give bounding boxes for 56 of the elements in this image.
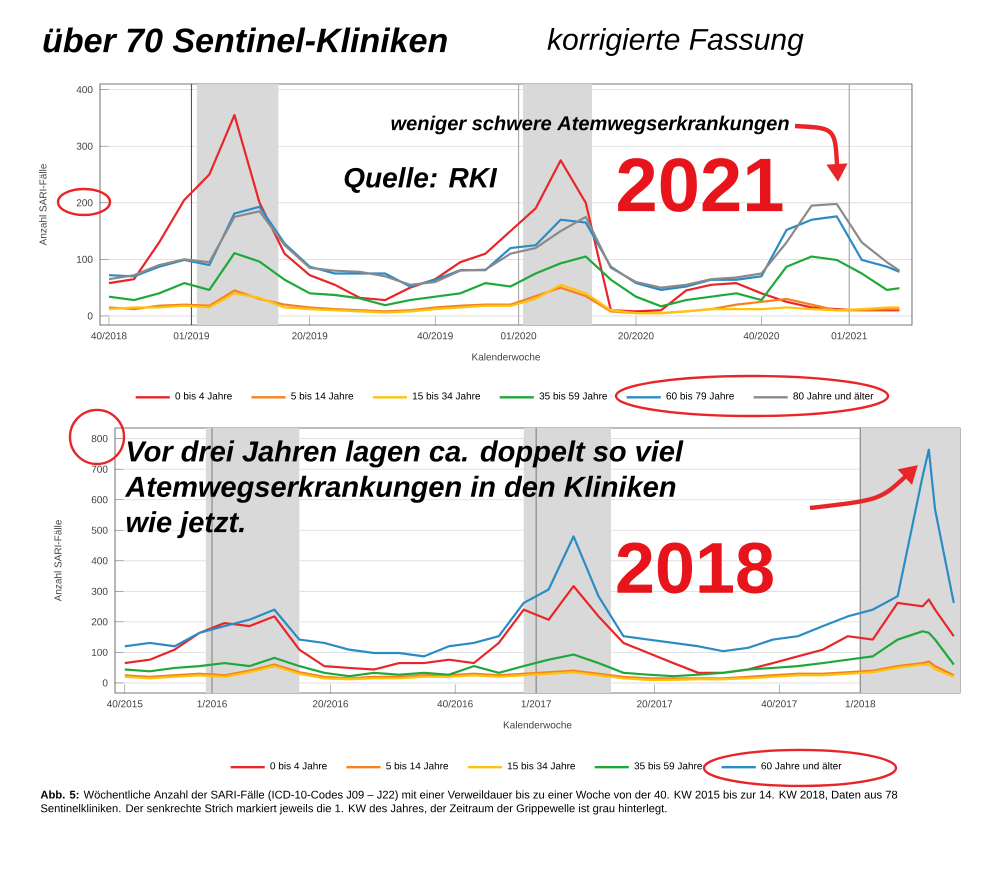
legend-label: 15 bis 34 Jahre — [508, 762, 576, 770]
legend-label: 35 bis 59 Jahre — [539, 392, 607, 400]
y-tick-label: 400 — [76, 86, 93, 94]
x-tick-label: 20/2019 — [292, 332, 328, 340]
y-tick-label: 800 — [92, 435, 108, 442]
legend-label: 5 bis 14 Jahre — [386, 762, 448, 770]
y-tick-label: 100 — [77, 256, 93, 263]
annotation: weniger schwere Atemwegserkrankungen — [392, 116, 789, 134]
chart-title: über 70 Sentinel-Kliniken — [43, 28, 447, 52]
x-axis-title: Kalenderwoche — [504, 721, 572, 728]
legend-label: 80 Jahre und älter — [793, 392, 874, 400]
x-tick-label: 01/2020 — [500, 332, 536, 340]
y-tick-label: 300 — [92, 588, 108, 595]
legend-label: 5 bis 14 Jahre — [291, 392, 354, 400]
line-series — [124, 663, 955, 681]
annotation: 2018 — [617, 542, 773, 594]
x-tick-label: 20/2020 — [618, 332, 654, 340]
x-axis-title: Kalenderwoche — [472, 353, 540, 360]
x-tick-label: 1/2016 — [198, 700, 227, 708]
x-tick-label: 40/2020 — [744, 332, 780, 340]
x-tick-label: 01/2019 — [174, 332, 210, 340]
legend-label: 0 bis 4 Jahre — [270, 762, 327, 770]
y-tick-label: 0 — [102, 679, 108, 686]
y-tick-label: 500 — [92, 526, 108, 534]
y-axis-title: Anzahl SARI-Fälle — [39, 164, 47, 246]
legend-label: 35 bis 59 Jahre — [634, 762, 702, 770]
x-tick-label: 40/2019 — [417, 332, 453, 340]
annotation: Vor drei Jahren lagen ca. doppelt so viel Atemwegserkrankungen in den Kliniken wie jetzt. — [124, 440, 684, 538]
line-series — [124, 630, 955, 678]
annotation: 2021 — [618, 158, 782, 212]
x-tick-label: 40/2017 — [761, 700, 797, 708]
y-tick-label: 200 — [76, 199, 93, 206]
y-tick-label: 100 — [92, 648, 108, 656]
x-tick-label: 40/2016 — [437, 700, 473, 708]
legend-label: 60 bis 79 Jahre — [666, 392, 734, 400]
y-tick-label: 300 — [76, 142, 93, 150]
x-tick-label: 40/2018 — [91, 332, 127, 340]
y-tick-label: 200 — [92, 618, 108, 626]
y-axis-title: Anzahl SARI-Fälle — [54, 520, 62, 602]
line-series — [108, 252, 901, 308]
y-tick-label: 700 — [92, 466, 108, 473]
y-tick-label: 600 — [92, 496, 108, 504]
x-tick-label: 1/2018 — [846, 700, 876, 708]
x-tick-label: 20/2017 — [637, 700, 672, 708]
x-tick-label: 20/2016 — [312, 700, 348, 708]
y-tick-label: 400 — [91, 557, 108, 564]
y-tick-label: 0 — [88, 312, 93, 320]
legend-label: 0 bis 4 Jahre — [175, 392, 232, 400]
x-tick-label: 01/2021 — [832, 332, 867, 340]
chart-subtitle: korrigierte Fassung — [548, 28, 804, 56]
legend-label: 60 Jahre und älter — [761, 762, 842, 770]
annotation: Quelle: RKI — [344, 167, 498, 193]
text: Abb. 5: Wöchentliche Anzahl der SARI-Fälle (ICD-10-Codes J09 – J22) mit einer Verweildauer bis zu einer Woche von der 40. KW 2015 bis zur 14. KW 2018, Daten aus 78 Sentinelkliniken. Der senkrechte Strich markiert jeweils die 1. KW des Jahres, der Zeitraum der Grippewelle ist grau hinterlegt. — [40, 790, 898, 814]
x-tick-label: 1/2017 — [522, 700, 551, 708]
legend-label: 15 bis 34 Jahre — [412, 392, 480, 400]
x-tick-label: 40/2015 — [106, 700, 142, 708]
